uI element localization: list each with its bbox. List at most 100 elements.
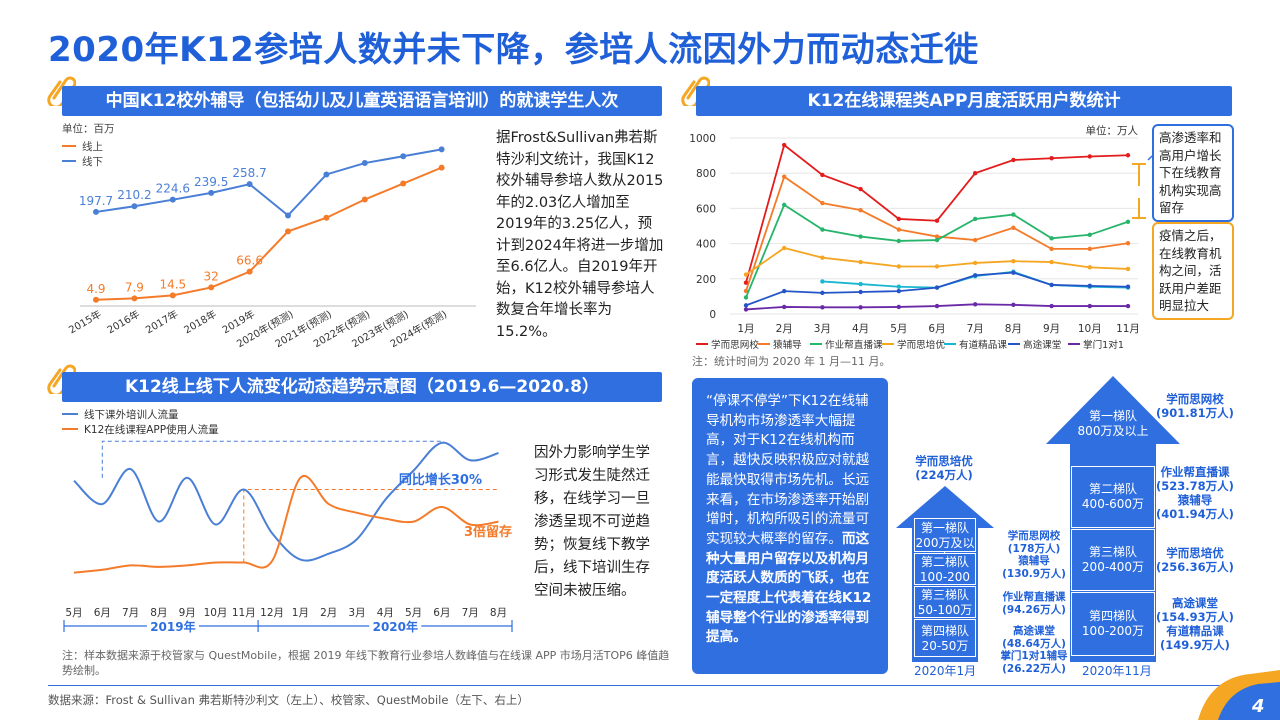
mau-point-0-3 [858, 186, 863, 192]
year-label-1: 2020年 [373, 619, 418, 634]
month-label-4: 9月 [179, 607, 196, 619]
mau-point-0-5 [934, 218, 940, 223]
mau-point-6-0 [743, 307, 749, 312]
annotation-retain: 3倍留存 [464, 524, 512, 540]
mau-point-3-1 [782, 245, 787, 251]
left-tier-3: 第三梯队 50-100万 [914, 586, 976, 618]
page-number: 4 [1251, 696, 1265, 717]
legend-online: 线上 [82, 140, 103, 153]
panel3-note: 注：统计时间为 2020 年 1 月—11 月。 [692, 355, 891, 368]
mau-point-6-4 [896, 304, 901, 310]
point-1-4 [246, 181, 253, 188]
chart-app-mau: 单位：万人 0 200 400 600 800 1000 1月 2月 3月 4月 5月 6月 7月 8月 9… [690, 124, 1140, 351]
mau-point-4-2 [820, 279, 825, 284]
mau-legend-2: 作业帮直播课 [825, 339, 883, 351]
chart-flow-trend: 线下课外培训人流量 K12在线课程APP使用人流量 5月 6月 7月 8月 9月 10月 1… [62, 408, 513, 634]
point-1-3 [208, 189, 215, 196]
mau-point-1-9 [1087, 246, 1092, 252]
mau-x-tick-8: 9月 [1043, 323, 1060, 335]
year-label-0: 2019年 [150, 619, 195, 634]
footer-divider [48, 685, 1228, 686]
legend-online-flow: K12在线课程APP使用人流量 [84, 423, 219, 436]
point-0-5 [285, 228, 291, 235]
mau-point-0-1 [782, 142, 787, 148]
mau-x-tick-3: 4月 [852, 323, 869, 335]
mau-point-1-3 [858, 207, 863, 213]
mau-point-2-7 [1011, 212, 1016, 217]
point-0-4 [246, 268, 253, 275]
right-tier-2: 第二梯队 400-600万 [1071, 466, 1155, 528]
month-label-9: 2月 [320, 607, 337, 619]
mau-point-4-4 [896, 284, 901, 289]
page-title: 2020年K12参培人数并未下降，参培人流因外力而动态迁徙 [48, 30, 979, 70]
mau-point-6-9 [1087, 303, 1092, 309]
mau-point-3-4 [896, 264, 901, 269]
right-tier-4: 第四梯队 100-200万 [1071, 592, 1155, 656]
y-tick-3: 600 [696, 203, 716, 215]
data-label-1-3: 239.5 [194, 175, 228, 189]
mau-x-tick-10: 11月 [1116, 323, 1140, 335]
callout-gap: 疫情之后，在线教育机构之间，活跃用户差距明显拉大 [1152, 222, 1234, 320]
month-label-2: 7月 [122, 607, 139, 619]
panel2-header: K12线上线下人流变化动态趋势示意图（2019.6—2020.8） [62, 372, 662, 402]
mau-line-3 [745, 247, 1129, 276]
mau-legend-6: 掌门1对1 [1083, 339, 1124, 351]
panel3-header: K12在线课程类APP月度活跃用户数统计 [696, 86, 1232, 116]
mau-point-6-1 [782, 304, 787, 310]
left-pyramid-footer: 2020年1月 [914, 664, 977, 678]
legend-offline: 线下 [82, 155, 103, 168]
mau-point-3-3 [858, 259, 863, 265]
point-0-6 [323, 214, 330, 221]
mau-x-tick-6: 7月 [967, 323, 984, 335]
mau-point-3-5 [934, 264, 940, 269]
right-side-label-1: 学而思网校 (901.81万人) [1156, 392, 1234, 420]
mau-point-3-6 [973, 260, 978, 266]
mau-point-2-6 [973, 216, 978, 222]
data-label-1-1: 210.2 [117, 188, 151, 202]
mau-point-1-4 [896, 227, 901, 232]
right-tier-3: 第三梯队 200-400万 [1071, 529, 1155, 591]
bracket-icon [1132, 155, 1153, 219]
panel4-text-bold: 而这种大量用户留存以及机构月度活跃人数质的飞跃，也在一定程度上代表着在线K12辅… [706, 530, 872, 646]
point-0-0 [93, 296, 99, 303]
data-label-0-2: 14.5 [159, 277, 186, 291]
mau-point-5-1 [782, 288, 787, 294]
point-0-2 [169, 292, 176, 299]
mau-legend-4: 有道精品课 [959, 339, 1007, 351]
tick-label-3: 2018年 [181, 307, 218, 336]
panel1-text: 据Frost&Sullivan弗若斯特沙利文统计，我国K12校外辅导参培人数从2… [496, 130, 664, 340]
mau-point-6-10 [1125, 303, 1131, 309]
chart-k12-students: 单位：百万 线上 线下 4.9 7.9 14.5 32 66.6 197.7 210.2 22… [62, 122, 476, 350]
right-tier-1: 第一梯队 800万及以上 [1077, 409, 1149, 438]
data-label-0-4: 66.6 [236, 254, 263, 268]
month-label-1: 6月 [94, 607, 111, 619]
pyramid-left-top-label: 学而思培优 (224万人) [915, 454, 973, 482]
point-0-8 [400, 180, 407, 187]
mau-point-0-9 [1087, 154, 1092, 159]
mau-point-2-5 [934, 237, 940, 243]
year-label-bg-0 [146, 619, 199, 633]
guide-online [243, 488, 499, 563]
mau-point-3-2 [820, 255, 825, 260]
legend-offline-flow: 线下课外培训人流量 [84, 408, 179, 421]
y-tick-4: 800 [696, 168, 716, 180]
left-tier-1: 第一梯队 200万及以上 [914, 518, 976, 565]
mau-legend-1: 猿辅导 [773, 339, 802, 351]
series-line-1 [95, 148, 442, 217]
mau-point-2-2 [820, 227, 825, 232]
left-side-label-3: 高途课堂 (48.64万人) 掌门1对1辅导 (26.22万人) [1000, 625, 1068, 675]
panel1-header: 中国K12校外辅导（包括幼儿及儿童英语语言培训）的就读学生人次 [62, 86, 662, 116]
mau-point-1-2 [820, 200, 825, 206]
data-label-0-3: 32 [204, 269, 219, 283]
data-label-0-1: 7.9 [125, 280, 144, 294]
right-side-label-4: 高途课堂 (154.93万人) 有道精品课 (149.9万人) [1156, 596, 1234, 652]
guide-offline [101, 440, 442, 478]
tick-label-0: 2015年 [66, 307, 103, 336]
mau-point-3-0 [743, 272, 749, 277]
data-label-1-2: 224.6 [156, 182, 190, 196]
mau-point-3-10 [1125, 266, 1131, 272]
mau-point-6-8 [1049, 303, 1054, 309]
mau-point-5-8 [1049, 282, 1054, 288]
mau-point-0-4 [896, 216, 901, 222]
mau-line-0 [745, 143, 1129, 283]
